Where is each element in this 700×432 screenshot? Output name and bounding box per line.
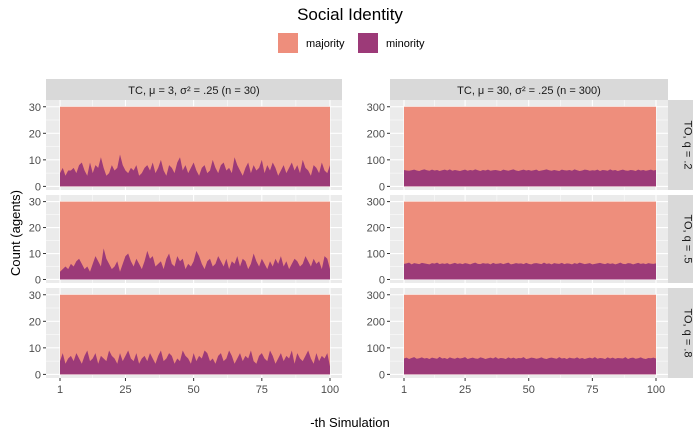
x-tick-label: 50 — [523, 384, 535, 396]
y-tick-label: 30 — [29, 290, 41, 302]
y-tick-label: 30 — [29, 102, 41, 114]
facet-strip-right — [668, 288, 693, 378]
y-tick-label: 0 — [379, 369, 385, 381]
y-tick-label: 100 — [367, 155, 385, 167]
facet-panels: TC, μ = 3, σ² = .25 (n = 30) TC, μ = 30, … — [29, 79, 694, 396]
x-tick-label: 25 — [119, 384, 131, 396]
facet-strip-top — [46, 79, 342, 100]
x-tick-label: 100 — [321, 384, 339, 396]
y-tick-label: 20 — [29, 316, 41, 328]
legend-swatch-minority — [358, 33, 378, 53]
x-tick-label: 100 — [647, 384, 665, 396]
y-axis-title: Count (agents) — [8, 190, 23, 276]
minority-area — [60, 154, 330, 187]
y-tick-label: 0 — [35, 369, 41, 381]
y-tick-label: 0 — [379, 181, 385, 193]
x-axis-title: -th Simulation — [310, 415, 389, 430]
minority-area — [60, 248, 330, 280]
facet-strip-right-label: TO, q = .2 — [682, 120, 694, 169]
y-tick-label: 30 — [29, 197, 41, 209]
minority-area — [60, 350, 330, 375]
x-tick-label: 25 — [459, 384, 471, 396]
facet-strip-top-label: TC, μ = 3, σ² = .25 (n = 30) — [128, 85, 259, 97]
y-tick-label: 300 — [367, 290, 385, 302]
minority-area — [404, 356, 656, 375]
minority-area — [404, 262, 656, 280]
facet-strip-top-label: TC, μ = 30, σ² = .25 (n = 300) — [457, 85, 601, 97]
y-tick-label: 0 — [379, 274, 385, 286]
y-tick-label: 10 — [29, 343, 41, 355]
y-tick-label: 0 — [35, 181, 41, 193]
y-tick-label: 0 — [35, 274, 41, 286]
x-tick-label: 50 — [188, 384, 200, 396]
facet-strip-top — [390, 79, 668, 100]
y-tick-label: 300 — [367, 102, 385, 114]
y-tick-label: 100 — [367, 249, 385, 261]
legend: majority minority — [278, 33, 425, 53]
facet-strip-right-label: TO, q = .8 — [682, 308, 694, 357]
legend-swatch-majority — [278, 33, 298, 53]
legend-label-minority: minority — [386, 38, 425, 50]
x-tick-label: 75 — [586, 384, 598, 396]
y-tick-label: 100 — [367, 343, 385, 355]
x-tick-label: 1 — [57, 384, 63, 396]
y-tick-label: 10 — [29, 155, 41, 167]
chart-title: Social Identity — [297, 5, 403, 24]
facet-strip-right — [668, 195, 693, 283]
x-tick-label: 75 — [256, 384, 268, 396]
y-tick-label: 20 — [29, 223, 41, 235]
facet-strip-right — [668, 100, 693, 190]
x-tick-label: 1 — [401, 384, 407, 396]
facet-strip-right-label: TO, q = .5 — [682, 214, 694, 263]
minority-area — [404, 169, 656, 187]
y-tick-label: 200 — [367, 128, 385, 140]
y-tick-label: 300 — [367, 197, 385, 209]
legend-label-majority: majority — [306, 38, 345, 50]
y-tick-label: 200 — [367, 316, 385, 328]
y-tick-label: 10 — [29, 249, 41, 261]
y-tick-label: 20 — [29, 128, 41, 140]
y-tick-label: 200 — [367, 223, 385, 235]
